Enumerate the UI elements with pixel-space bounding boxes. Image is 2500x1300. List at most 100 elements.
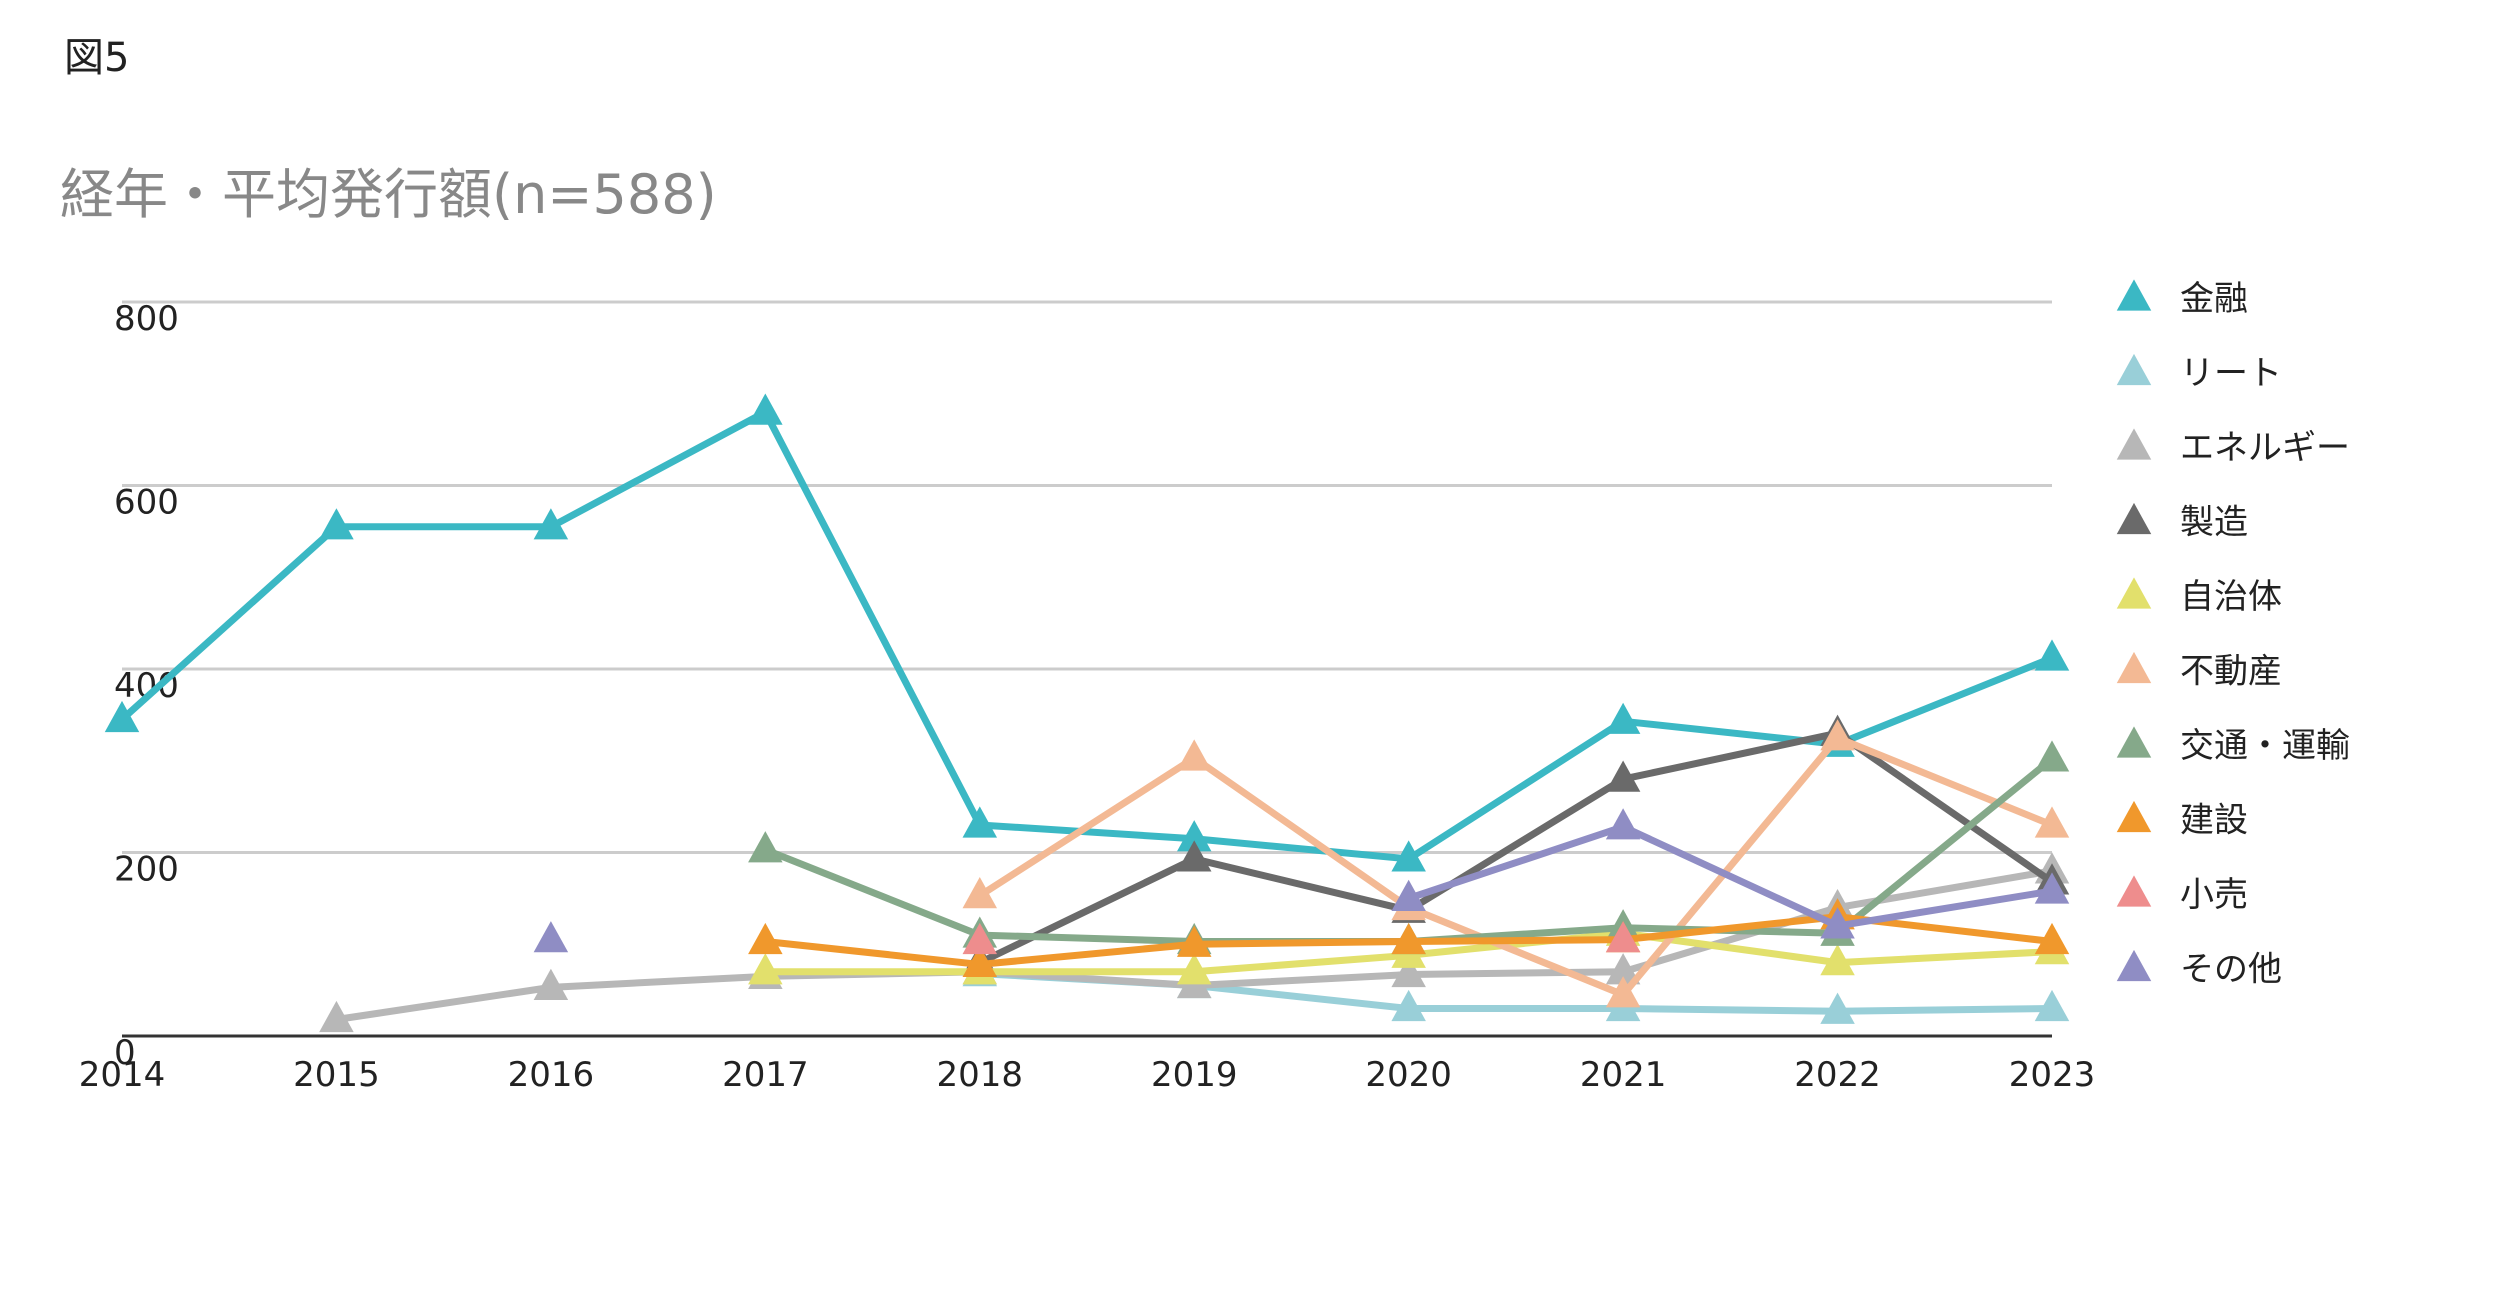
data-point-marker <box>962 922 998 955</box>
chart-title: 経年・平均発行額(n=588) <box>60 163 717 226</box>
data-point-marker <box>1820 992 1855 1024</box>
legend-item: 自治体 <box>2116 577 2282 617</box>
y-tick-label: 800 <box>114 299 179 339</box>
data-point-marker <box>1391 840 1426 872</box>
data-point-marker <box>1605 808 1641 840</box>
legend-item: その他 <box>2116 949 2282 990</box>
legend-label: リート <box>2180 354 2282 394</box>
data-point-marker <box>1605 953 1641 985</box>
data-point-marker <box>533 508 569 540</box>
legend-label: 不動産 <box>2180 652 2282 692</box>
x-tick-label: 2015 <box>293 1055 380 1095</box>
legend-label: 交通・運輸 <box>2180 726 2350 766</box>
x-tick-label: 2019 <box>1151 1055 1238 1095</box>
data-point-marker <box>748 922 783 955</box>
legend-marker <box>2116 353 2152 386</box>
data-point-marker <box>2034 922 2070 955</box>
legend-marker <box>2116 875 2152 907</box>
x-tick-label: 2016 <box>508 1055 595 1095</box>
series-9 <box>962 921 1641 955</box>
legend-item: 建設 <box>2116 800 2248 841</box>
series-lines <box>104 393 2070 1033</box>
data-point-marker <box>2034 740 2070 772</box>
data-point-marker <box>1176 739 1212 771</box>
legend-marker <box>2116 949 2152 982</box>
legend-item: 不動産 <box>2116 651 2282 692</box>
data-point-marker <box>319 1000 354 1033</box>
y-tick-label: 600 <box>114 483 179 523</box>
data-point-marker <box>319 508 354 540</box>
data-point-marker <box>748 953 783 985</box>
figure-label: 図5 <box>64 35 130 81</box>
data-point-marker <box>1605 921 1641 953</box>
legend-label: その他 <box>2180 950 2282 990</box>
series-1 <box>104 393 2070 872</box>
data-point-marker <box>1176 840 1212 872</box>
data-point-marker <box>533 921 569 953</box>
legend-label: 自治体 <box>2180 577 2282 617</box>
legend-marker <box>2116 502 2152 535</box>
y-tick-label: 0 <box>114 1033 136 1073</box>
x-tick-label: 2022 <box>1794 1055 1881 1095</box>
legend-label: 建設 <box>2180 801 2248 841</box>
data-point-marker <box>1391 989 1426 1022</box>
legend-marker <box>2116 726 2152 758</box>
legend-label: 小売 <box>2180 875 2248 915</box>
x-tick-label: 2017 <box>722 1055 809 1095</box>
series-2 <box>962 955 2070 1024</box>
legend-marker <box>2116 428 2152 460</box>
data-point-marker <box>962 806 998 838</box>
data-point-marker <box>2034 806 2070 838</box>
legend-marker <box>2116 800 2152 833</box>
legend-marker <box>2116 577 2152 609</box>
data-point-marker <box>104 700 140 733</box>
data-point-marker <box>962 877 998 909</box>
x-tick-label: 2023 <box>2009 1055 2096 1095</box>
series-line <box>1405 823 2056 930</box>
legend-item: 金融 <box>2116 279 2248 319</box>
data-point-marker <box>2034 989 2070 1022</box>
data-point-marker <box>1820 719 1855 751</box>
data-point-marker <box>748 393 783 425</box>
data-point-marker <box>2034 872 2070 904</box>
series-6 <box>962 719 2070 1008</box>
legend-label: 製造 <box>2180 503 2248 543</box>
legend-label: 金融 <box>2180 279 2248 319</box>
data-point-marker <box>1605 760 1641 792</box>
data-point-marker <box>1605 976 1641 1008</box>
x-tick-label: 2020 <box>1365 1055 1452 1095</box>
grid-lines <box>122 300 2052 854</box>
legend-item: リート <box>2116 353 2282 394</box>
legend-marker <box>2116 279 2152 311</box>
series-line <box>118 408 2056 863</box>
data-point-marker <box>2034 639 2070 671</box>
legend-item: エネルギー <box>2116 428 2350 468</box>
legend-item: 製造 <box>2116 502 2248 543</box>
series-line <box>976 729 2056 967</box>
data-point-marker <box>533 968 569 1000</box>
legend-label: エネルギー <box>2180 428 2350 468</box>
data-point-marker <box>1391 955 1426 988</box>
legend-marker <box>2116 651 2152 684</box>
data-point-marker <box>1176 820 1212 852</box>
x-tick-label: 2018 <box>937 1055 1024 1095</box>
legend-item: 交通・運輸 <box>2116 726 2350 766</box>
x-axis-ticks: 2014 2015 2016 2017 2018 2019 2020 2021 2022 2023 <box>79 1055 2096 1095</box>
data-point-marker <box>1820 907 1855 939</box>
series-line <box>976 734 2056 999</box>
data-point-marker <box>1605 702 1641 734</box>
y-tick-label: 200 <box>114 850 179 890</box>
data-point-marker <box>1176 925 1212 957</box>
legend-item: 小売 <box>2116 875 2248 915</box>
data-point-marker <box>1820 944 1855 976</box>
data-point-marker <box>962 945 998 978</box>
data-point-marker <box>748 831 783 863</box>
data-point-marker <box>1176 953 1212 985</box>
data-point-marker <box>1391 922 1426 955</box>
x-tick-label: 2021 <box>1580 1055 1667 1095</box>
series-10 <box>533 808 2070 953</box>
data-point-marker <box>1391 879 1426 911</box>
